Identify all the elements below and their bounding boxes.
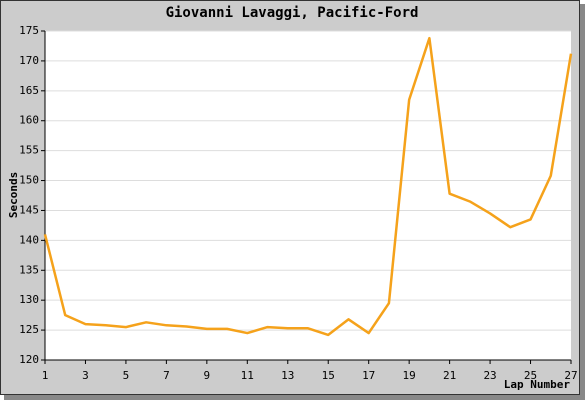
x-tick-label: 1 — [42, 369, 49, 382]
chart-title: Giovanni Lavaggi, Pacific-Ford — [166, 5, 419, 21]
x-tick-label: 3 — [82, 369, 89, 382]
x-tick-label: 5 — [123, 369, 130, 382]
y-tick-label: 155 — [19, 144, 39, 157]
y-axis-label: Seconds — [7, 172, 20, 218]
x-tick-label: 9 — [204, 369, 211, 382]
x-tick-label: 17 — [362, 369, 375, 382]
x-tick-label: 19 — [403, 369, 416, 382]
y-tick-label: 160 — [19, 114, 39, 127]
y-tick-label: 150 — [19, 174, 39, 187]
x-tick-label: 15 — [322, 369, 335, 382]
y-tick-label: 145 — [19, 203, 39, 216]
y-tick-label: 135 — [19, 263, 39, 276]
x-tick-label: 27 — [564, 369, 577, 382]
y-tick-label: 120 — [19, 353, 39, 366]
x-tick-label: 25 — [524, 369, 537, 382]
data-line — [43, 36, 573, 337]
y-tick-label: 130 — [19, 293, 39, 306]
x-axis-label: Lap Number — [504, 378, 571, 391]
x-tick-label: 7 — [163, 369, 170, 382]
y-tick-label: 140 — [19, 233, 39, 246]
x-tick-label: 11 — [241, 369, 254, 382]
x-tick-label: 13 — [281, 369, 294, 382]
x-tick-label: 23 — [483, 369, 496, 382]
y-tick-label: 175 — [19, 24, 39, 37]
x-tick-label: 21 — [443, 369, 456, 382]
y-tick-label: 165 — [19, 84, 39, 97]
plot-area — [45, 31, 571, 360]
y-tick-label: 125 — [19, 323, 39, 336]
y-tick-label: 170 — [19, 54, 39, 67]
